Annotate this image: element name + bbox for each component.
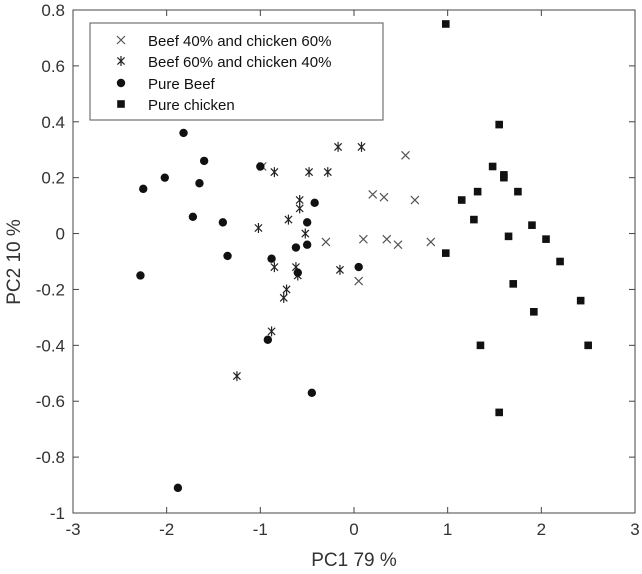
point-pure-chicken bbox=[530, 308, 538, 316]
point-beef40 bbox=[379, 192, 389, 202]
legend: Beef 40% and chicken 60% Beef 60% and ch… bbox=[89, 22, 384, 121]
point-pure-chicken bbox=[441, 249, 450, 257]
point-pure-beef bbox=[267, 254, 276, 263]
data-points bbox=[136, 20, 592, 493]
point-pure-chicken bbox=[576, 296, 585, 305]
point-pure-chicken bbox=[514, 187, 522, 196]
point-pure-chicken bbox=[509, 280, 518, 288]
x-tick-label: -1 bbox=[253, 520, 268, 539]
y-tick-label: 0.4 bbox=[41, 113, 65, 132]
point-pure-beef bbox=[302, 218, 312, 227]
point-pure-beef bbox=[291, 243, 301, 252]
x-tick-label: -3 bbox=[65, 520, 80, 539]
y-tick-label: -0.6 bbox=[36, 392, 65, 411]
point-beef40 bbox=[368, 190, 378, 199]
point-beef60 bbox=[301, 228, 310, 239]
point-pure-chicken bbox=[556, 257, 564, 266]
point-beef60 bbox=[284, 214, 293, 225]
x-tick-label: 1 bbox=[443, 520, 452, 539]
axis-ticks bbox=[72, 9, 636, 514]
point-pure-chicken bbox=[488, 162, 497, 171]
x-tick-label: -2 bbox=[159, 520, 174, 539]
point-beef60 bbox=[282, 284, 291, 295]
point-pure-beef bbox=[160, 173, 169, 182]
point-beef60 bbox=[270, 262, 279, 273]
point-pure-beef bbox=[354, 262, 363, 272]
point-pure-beef bbox=[302, 240, 312, 249]
point-pure-chicken bbox=[584, 341, 592, 350]
point-pure-chicken bbox=[470, 215, 478, 224]
x-tick-label: 0 bbox=[349, 520, 358, 539]
point-beef40 bbox=[321, 237, 331, 247]
point-pure-chicken bbox=[495, 408, 503, 417]
point-beef40 bbox=[393, 240, 403, 250]
point-beef60 bbox=[295, 203, 304, 214]
point-pure-beef bbox=[199, 156, 209, 166]
point-pure-chicken bbox=[441, 20, 450, 28]
point-pure-chicken bbox=[473, 187, 482, 196]
x-axis-label: PC1 79 % bbox=[311, 550, 397, 571]
point-beef40 bbox=[354, 276, 364, 286]
point-pure-chicken bbox=[457, 196, 466, 204]
point-pure-chicken bbox=[504, 232, 513, 241]
point-pure-chicken bbox=[495, 120, 503, 129]
point-pure-beef bbox=[223, 251, 232, 261]
point-pure-beef bbox=[310, 198, 319, 208]
point-pure-beef bbox=[307, 388, 317, 398]
x-tick-label: 2 bbox=[537, 520, 546, 539]
legend-marker-pure-beef bbox=[116, 78, 126, 88]
legend-marker-pure-chicken bbox=[117, 100, 125, 108]
point-beef60 bbox=[270, 167, 279, 178]
point-beef60 bbox=[323, 167, 332, 178]
point-pure-chicken bbox=[476, 341, 485, 350]
y-tick-label: 0 bbox=[56, 225, 65, 244]
y-tick-label: -0.2 bbox=[36, 280, 65, 299]
point-beef60 bbox=[334, 141, 343, 152]
y-tick-label: -0.8 bbox=[36, 448, 65, 467]
y-tick-label: -1 bbox=[50, 504, 65, 523]
point-beef60 bbox=[357, 141, 366, 152]
legend-markers bbox=[116, 35, 126, 108]
point-pure-chicken bbox=[542, 235, 550, 243]
y-axis-label: PC2 10 % bbox=[4, 219, 25, 305]
point-beef60 bbox=[295, 195, 304, 206]
tick-labels: -3 -2 -1 0 1 2 3 0.8 0.6 0.4 0.2 0 -0.2 -0.4 -0.6 -0.8 -… bbox=[36, 1, 640, 539]
point-pure-chicken bbox=[500, 173, 508, 182]
legend-box bbox=[89, 22, 384, 121]
y-tick-label: 0.2 bbox=[41, 169, 65, 188]
x-tick-label: 3 bbox=[630, 520, 639, 539]
point-pure-beef bbox=[195, 179, 204, 188]
point-beef40 bbox=[410, 195, 420, 205]
point-beef40 bbox=[401, 150, 410, 160]
point-beef60 bbox=[232, 371, 241, 382]
point-beef40 bbox=[426, 237, 436, 247]
point-pure-beef bbox=[136, 271, 145, 280]
point-beef60 bbox=[254, 222, 263, 233]
legend-marker-beef40 bbox=[116, 35, 126, 45]
point-pure-beef bbox=[188, 212, 198, 221]
point-beef60 bbox=[267, 326, 276, 337]
point-beef40 bbox=[358, 234, 368, 244]
point-beef60 bbox=[335, 264, 344, 275]
point-pure-beef bbox=[218, 218, 228, 227]
legend-entry-pure-beef: Pure Beef bbox=[148, 76, 216, 93]
legend-marker-beef60 bbox=[116, 56, 126, 66]
point-pure-beef bbox=[263, 335, 273, 344]
point-pure-beef bbox=[256, 162, 265, 171]
legend-entry-beef40: Beef 40% and chicken 60% bbox=[148, 33, 331, 50]
legend-entry-beef60: Beef 60% and chicken 40% bbox=[148, 54, 331, 71]
y-tick-label: 0.6 bbox=[41, 57, 65, 76]
point-pure-beef bbox=[179, 128, 188, 138]
point-pure-beef bbox=[293, 268, 302, 277]
legend-entry-pure-chicken: Pure chicken bbox=[148, 97, 235, 114]
point-beef60 bbox=[279, 292, 288, 303]
y-tick-label: -0.4 bbox=[36, 336, 65, 355]
point-pure-beef bbox=[139, 184, 148, 194]
point-pure-chicken bbox=[528, 221, 536, 229]
y-tick-label: 0.8 bbox=[41, 1, 65, 20]
point-beef60 bbox=[305, 167, 314, 178]
point-beef40 bbox=[382, 234, 392, 244]
point-pure-beef bbox=[173, 483, 183, 493]
